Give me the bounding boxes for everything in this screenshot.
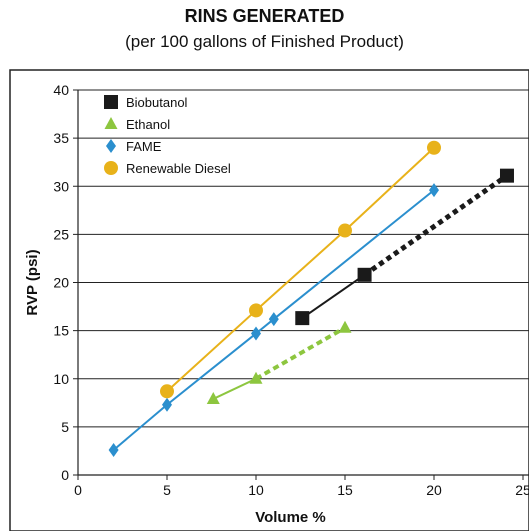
x-tick-label-3: 15: [337, 482, 353, 498]
x-tick-label-2: 10: [248, 482, 264, 498]
series-renewable-diesel: [160, 140, 441, 399]
x-axis-title: Volume %: [255, 509, 326, 526]
legend-marker-renewable-diesel: [104, 161, 118, 175]
chart-subtitle: (per 100 gallons of Finished Product): [125, 32, 404, 51]
series-ethanol: [206, 320, 352, 404]
series-fame-point-1: [162, 397, 172, 412]
legend-marker-biobutanol: [104, 95, 118, 109]
series-ethanol-point-1: [249, 371, 263, 384]
series-renewable-diesel-point-2: [338, 223, 352, 238]
series-renewable-diesel-segment-0: [166, 309, 257, 393]
series-fame-point-2: [251, 326, 261, 341]
series-fame-segment-0: [112, 403, 168, 451]
y-tick-label-5: 25: [53, 226, 69, 242]
series-ethanol-point-0: [206, 391, 220, 404]
series-renewable-diesel-point-0: [160, 384, 174, 399]
y-tick-label-3: 15: [53, 323, 69, 339]
series-ethanol-segment-0: [212, 377, 257, 400]
series-biobutanol-point-2: [499, 168, 514, 183]
legend-label-renewable-diesel: Renewable Diesel: [126, 161, 231, 176]
chart-frame: [9, 69, 529, 531]
series-fame-segment-1: [166, 332, 257, 406]
series-fame-point-3: [268, 312, 279, 327]
series-fame-point-4: [429, 183, 439, 198]
legend-marker-ethanol: [104, 117, 118, 129]
y-tick-label-1: 5: [61, 419, 69, 435]
series-fame-segment-3: [273, 189, 435, 320]
series-renewable-diesel-point-1: [249, 303, 263, 318]
y-axis-title: RVP (psi): [24, 249, 41, 315]
x-tick-label-5: 25: [515, 482, 529, 498]
series-ethanol-point-2: [338, 320, 352, 333]
x-tick-label-1: 5: [163, 482, 171, 498]
y-tick-label-7: 35: [53, 130, 69, 146]
series-fame: [108, 183, 439, 457]
series-biobutanol-segment-0: [301, 273, 366, 319]
x-tick-label-4: 20: [426, 482, 442, 498]
series-biobutanol-segment-1: [363, 173, 509, 277]
y-tick-label-6: 30: [53, 178, 69, 194]
legend-marker-fame: [106, 139, 116, 153]
legend-label-fame: FAME: [126, 139, 162, 154]
series-biobutanol: [295, 168, 514, 326]
legend: Biobutanol Ethanol FAME Renewable Diesel: [104, 95, 231, 176]
series-biobutanol-point-0: [295, 311, 310, 326]
series-renewable-diesel-segment-1: [255, 229, 346, 312]
chart-title: RINS GENERATED: [184, 6, 345, 26]
series-renewable-diesel-point-3: [427, 140, 441, 155]
y-tick-label-8: 40: [53, 82, 69, 98]
series-fame-point-0: [108, 442, 119, 457]
x-tick-label-0: 0: [74, 482, 82, 498]
series-biobutanol-point-1: [357, 267, 372, 282]
y-tick-label-2: 10: [53, 371, 69, 387]
series-ethanol-segment-1: [255, 326, 346, 381]
y-tick-label-4: 20: [53, 275, 69, 291]
series-renewable-diesel-segment-2: [344, 147, 435, 232]
legend-label-ethanol: Ethanol: [126, 117, 170, 132]
y-tick-label-0: 0: [61, 467, 69, 483]
legend-label-biobutanol: Biobutanol: [126, 95, 188, 110]
